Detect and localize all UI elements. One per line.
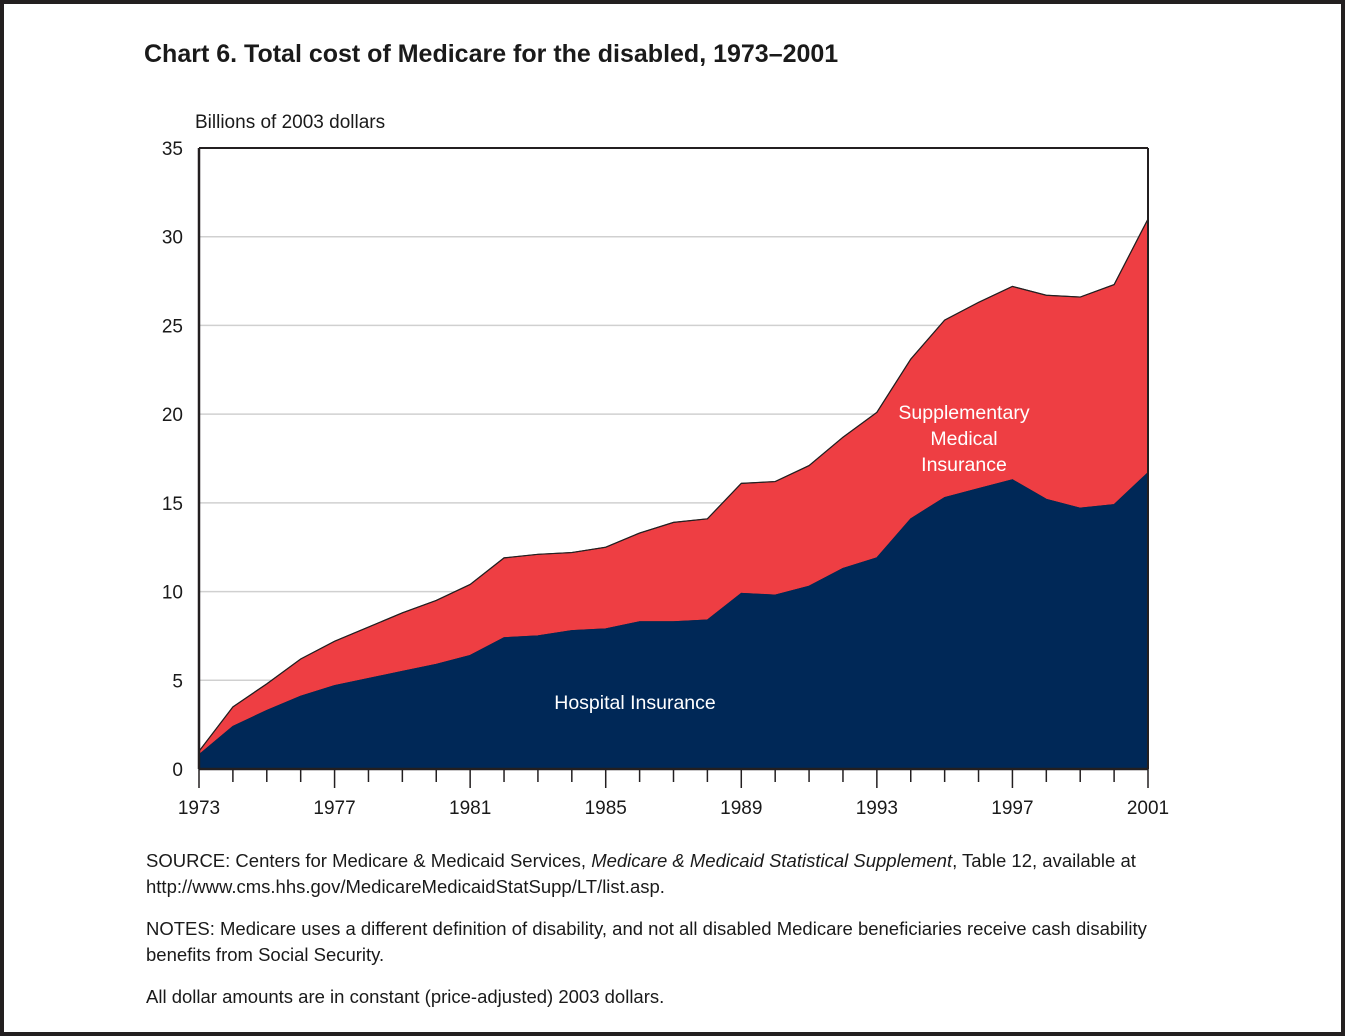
source-publication: Medicare & Medicaid Statistical Suppleme… <box>591 850 953 871</box>
y-tick-label-5: 5 <box>172 671 183 692</box>
x-tick-label-2001: 2001 <box>1127 798 1169 819</box>
y-tick-label-25: 25 <box>162 316 183 337</box>
x-tick-label-1993: 1993 <box>856 798 898 819</box>
series-labels: Hospital Insurance Supplementary Medical In… <box>554 402 1030 714</box>
y-tick-label-35: 35 <box>162 139 183 160</box>
series-label-hospital-insurance: Hospital Insurance <box>554 692 716 714</box>
y-tick-label-20: 20 <box>162 405 183 426</box>
x-tick-label-1977: 1977 <box>313 798 355 819</box>
y-tick-label-30: 30 <box>162 228 183 249</box>
x-tick-label-1985: 1985 <box>585 798 627 819</box>
y-tick-label-10: 10 <box>162 583 183 604</box>
x-tick-label-1989: 1989 <box>720 798 762 819</box>
definition-note: NOTES: Medicare uses a different definit… <box>146 918 1147 965</box>
series-label-supplementary-line-3: Insurance <box>921 454 1007 476</box>
series-label-supplementary-line-2: Medical <box>930 428 997 450</box>
axes <box>197 147 1149 788</box>
x-tick-label-1973: 1973 <box>178 798 220 819</box>
area-series <box>198 218 1149 770</box>
y-tick-label-0: 0 <box>172 760 183 781</box>
dollar-note: All dollar amounts are in constant (pric… <box>146 986 665 1007</box>
source-suffix: , Table 12, available at http://www.cms.… <box>146 850 1136 897</box>
x-tick-label-1997: 1997 <box>991 798 1033 819</box>
source-prefix: SOURCE: Centers for Medicare & Medicaid … <box>146 850 592 871</box>
source-note: SOURCE: Centers for Medicare & Medicaid … <box>146 848 1206 900</box>
area-hospital-insurance <box>198 471 1149 770</box>
tick-labels: 0 5 10 15 20 25 30 35 1973 1977 1981 1985 1989 1993 19… <box>162 139 1169 819</box>
y-axis-label: Billions of 2003 dollars <box>195 112 386 133</box>
y-tick-label-15: 15 <box>162 494 183 515</box>
x-tick-label-1981: 1981 <box>449 798 491 819</box>
total-outline <box>198 218 1149 752</box>
series-label-supplementary-line-1: Supplementary <box>898 402 1029 424</box>
chart-title: Chart 6. Total cost of Medicare for the … <box>144 40 839 68</box>
